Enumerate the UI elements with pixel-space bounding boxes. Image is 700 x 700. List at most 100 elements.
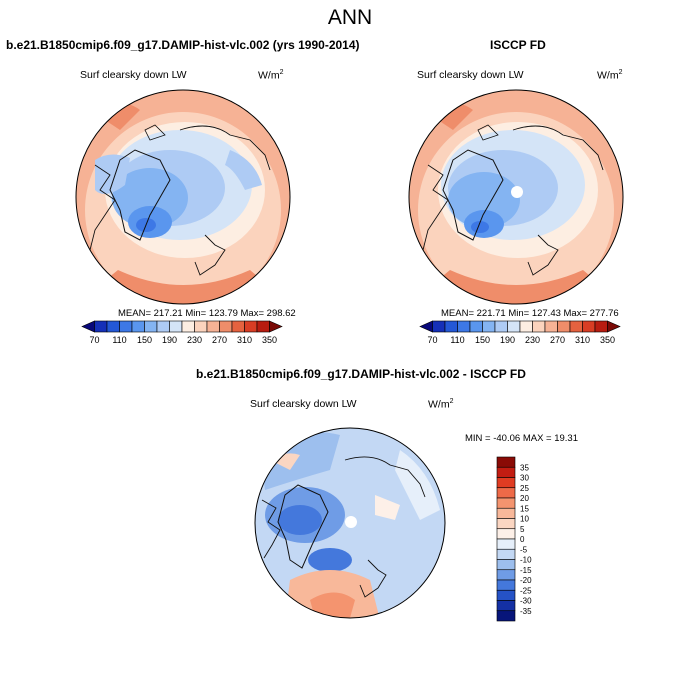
panel-diff-stats: MIN = -40.06 MAX = 19.31 xyxy=(465,433,579,444)
colorbar-diff-swatch xyxy=(496,507,516,519)
colorbar-model-tick-label: 150 xyxy=(137,335,152,345)
map-diff-pole-hole xyxy=(345,516,357,528)
colorbar-diff-tick-label: 5 xyxy=(520,525,525,534)
colorbar-diff-tick-label: 20 xyxy=(520,494,529,503)
colorbar-obs-tick-label: 230 xyxy=(525,335,540,345)
figure-title: ANN xyxy=(327,6,373,29)
colorbar-obs-swatch xyxy=(444,320,458,333)
map-model-field-siberia xyxy=(225,150,262,190)
colorbar-model-swatch-low xyxy=(81,320,95,333)
colorbar-obs-tick-label: 310 xyxy=(575,335,590,345)
colorbar-diff-swatch xyxy=(496,487,516,499)
map-diff-field-barents xyxy=(308,548,352,572)
map-diff-field-siberia xyxy=(395,450,440,520)
colorbar-diff-swatch xyxy=(496,528,516,540)
colorbar-model-tick-label: 230 xyxy=(187,335,202,345)
colorbar-diff-swatch xyxy=(496,569,516,581)
colorbar-obs-tick-label: 270 xyxy=(550,335,565,345)
map-diff-field-greenland-core xyxy=(278,505,322,535)
colorbar-obs-swatch-low xyxy=(419,320,433,333)
colorbar-diff-swatch xyxy=(496,538,516,550)
colorbar-model-swatch xyxy=(256,320,270,333)
panel-model-map xyxy=(75,89,291,305)
colorbar-obs-tick-label: 190 xyxy=(500,335,515,345)
colorbar-model-swatch xyxy=(156,320,170,333)
map-model-coast-canada xyxy=(89,164,116,251)
map-model-coast-russia xyxy=(179,125,271,171)
map-model-coast-scandinavia xyxy=(194,234,226,276)
colorbar-diff-tick-label: 10 xyxy=(520,515,529,524)
map-obs-field-band5 xyxy=(448,172,520,228)
colorbar-obs-swatch xyxy=(457,320,471,333)
map-diff-border xyxy=(254,427,446,619)
colorbar-diff-swatch xyxy=(496,477,516,489)
panel-obs-map xyxy=(408,89,624,305)
colorbar-model-swatch xyxy=(131,320,145,333)
colorbar-obs-swatch-high xyxy=(607,320,621,333)
panel-model-stats: MEAN= 217.21 Min= 123.79 Max= 298.62 xyxy=(118,308,296,319)
map-diff-field-neutral xyxy=(375,495,400,520)
map-diff-coast-russia xyxy=(344,456,426,498)
panel-diff-map xyxy=(254,427,446,619)
colorbar-diff-tick-label: 25 xyxy=(520,484,529,493)
map-diff-coast-scandinavia xyxy=(359,559,387,598)
map-diff-coast-canada xyxy=(261,499,281,559)
colorbar-diff-swatch xyxy=(496,548,516,560)
colorbar-model: 70 110 150 190 230 270 310 350 xyxy=(81,320,283,345)
colorbar-model-swatch xyxy=(244,320,258,333)
colorbar-diff-tick-label: -10 xyxy=(520,556,532,565)
colorbar-model-swatch xyxy=(219,320,233,333)
colorbar-model-tick-label: 190 xyxy=(162,335,177,345)
map-obs-border xyxy=(408,89,624,305)
colorbar-model-swatch xyxy=(119,320,133,333)
colorbar-diff-tick-label: -35 xyxy=(520,607,532,616)
map-obs-coast-russia xyxy=(512,125,604,171)
map-model-border xyxy=(75,89,291,305)
colorbar-model-tick-label: 270 xyxy=(212,335,227,345)
colorbar-diff-tick-label: -25 xyxy=(520,586,532,595)
colorbar-diff-swatch xyxy=(496,456,516,468)
colorbar-obs-swatch xyxy=(532,320,546,333)
colorbar-obs-swatch xyxy=(594,320,608,333)
colorbar-model-swatch xyxy=(194,320,208,333)
map-obs-pole-hole xyxy=(511,186,523,198)
colorbar-model-swatch xyxy=(106,320,120,333)
colorbar-diff-swatch xyxy=(496,559,516,571)
map-diff-coast-greenland xyxy=(277,484,329,569)
colorbar-diff-tick-label: -15 xyxy=(520,566,532,575)
colorbar-obs-tick-label: 150 xyxy=(475,335,490,345)
colorbar-diff-swatch xyxy=(496,600,516,612)
colorbar-diff-swatch xyxy=(496,518,516,530)
colorbar-obs-swatch xyxy=(432,320,446,333)
panel-obs-units: W/m2 xyxy=(597,69,623,82)
map-model-coast-alaska xyxy=(144,124,166,141)
colorbar-obs-swatch xyxy=(469,320,483,333)
colorbar-model-tick-label: 110 xyxy=(112,335,126,345)
colorbar-diff-swatch xyxy=(496,497,516,509)
colorbar-obs-tick-label: 70 xyxy=(427,335,437,345)
colorbar-diff-swatch xyxy=(496,589,516,601)
colorbar-diff-tick-label: 35 xyxy=(520,463,529,472)
colorbar-obs-swatch xyxy=(569,320,583,333)
colorbar-diff-tick-label: 0 xyxy=(520,535,525,544)
colorbar-obs-swatch xyxy=(544,320,558,333)
colorbar-obs-swatch xyxy=(507,320,521,333)
panel-model-units: W/m2 xyxy=(258,69,284,82)
colorbar-obs-swatch xyxy=(494,320,508,333)
colorbar-model-swatch xyxy=(206,320,220,333)
panel-obs-header: ISCCP FD xyxy=(490,38,546,52)
colorbar-diff-swatch xyxy=(496,466,516,478)
colorbar-model-swatch-high xyxy=(269,320,283,333)
panel-model-variable: Surf clearsky down LW xyxy=(80,69,187,81)
panel-diff-variable: Surf clearsky down LW xyxy=(250,398,357,410)
colorbar-model-swatch xyxy=(94,320,108,333)
colorbar-diff-tick-label: 15 xyxy=(520,504,529,513)
map-obs-field-min xyxy=(471,221,489,233)
panel-diff-units: W/m2 xyxy=(428,398,454,411)
colorbar-obs-tick-label: 110 xyxy=(450,335,464,345)
colorbar-obs-swatch xyxy=(519,320,533,333)
colorbar-diff-swatch xyxy=(496,610,516,622)
panel-model-header: b.e21.B1850cmip6.f09_g17.DAMIP-hist-vlc.… xyxy=(6,38,360,52)
map-obs-coast-scandinavia xyxy=(527,234,559,276)
